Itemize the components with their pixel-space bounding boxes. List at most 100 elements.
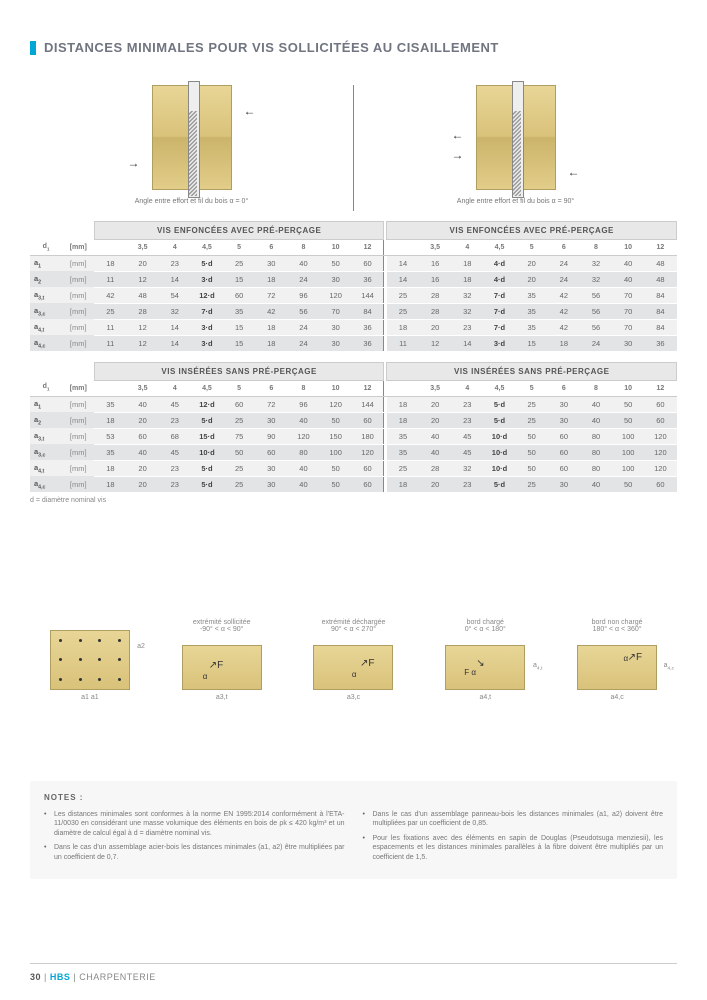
- row-unit: [mm]: [62, 444, 94, 460]
- col-header: 4: [451, 240, 483, 256]
- col-header: 8: [287, 380, 319, 396]
- cell: 50: [516, 428, 548, 444]
- cell: 18: [387, 476, 419, 492]
- cell: 50: [516, 444, 548, 460]
- cell: 5·d: [483, 396, 515, 412]
- cell: 5·d: [483, 412, 515, 428]
- col-header: 6: [255, 240, 287, 256]
- row-unit: [mm]: [62, 428, 94, 444]
- cell: 18: [255, 271, 287, 287]
- cell: 40: [287, 476, 319, 492]
- col-header: 12: [644, 240, 676, 256]
- spacing-block: ↘ F α a4,t: [445, 645, 525, 690]
- section-header-right: VIS INSÉRÉES SANS PRÉ-PERÇAGE: [387, 362, 677, 380]
- cell: 120: [320, 287, 352, 303]
- top-diagrams: → ← Angle entre effort et fil du bois α …: [30, 85, 677, 211]
- cell: 40: [287, 255, 319, 271]
- col-header: 4,5: [483, 240, 515, 256]
- cell: 11: [94, 271, 126, 287]
- cell: 7·d: [483, 303, 515, 319]
- footer-product: CHARPENTERIE: [79, 972, 156, 982]
- section-header-right: VIS ENFONCÉES AVEC PRÉ-PERÇAGE: [387, 222, 677, 240]
- spacing-block: ↗F α: [182, 645, 262, 690]
- cell: 14: [159, 271, 191, 287]
- cell: 30: [255, 412, 287, 428]
- cell: 40: [419, 428, 451, 444]
- cell: 7·d: [483, 287, 515, 303]
- cell: 32: [451, 287, 483, 303]
- cell: 50: [516, 460, 548, 476]
- cell: 24: [548, 255, 580, 271]
- spacing-a4c: bord non chargé 180° < α < 360° ↗F α a4,…: [557, 619, 677, 701]
- cell: 40: [580, 396, 612, 412]
- cell: 18: [387, 396, 419, 412]
- table-row: a2[mm]1112143·d15182430361416184·d202432…: [30, 271, 677, 287]
- col-d1: d1: [30, 380, 62, 396]
- cell: 18: [255, 319, 287, 335]
- cell: 14: [159, 319, 191, 335]
- cell: 4·d: [483, 255, 515, 271]
- cell: 84: [644, 287, 676, 303]
- cell: 20: [516, 271, 548, 287]
- wood-block-left: → ←: [152, 85, 232, 190]
- cell: 18: [94, 460, 126, 476]
- cell: 10·d: [483, 444, 515, 460]
- spacing-a3c: extrémité déchargée 90° < α < 270° ↗F α …: [294, 619, 414, 701]
- spacing-a3t: extrémité sollicitée -90° < α < 90° ↗F α…: [162, 619, 282, 701]
- cell: 3·d: [483, 335, 515, 351]
- cell: 24: [287, 335, 319, 351]
- row-label: a2: [30, 412, 62, 428]
- cell: 30: [548, 396, 580, 412]
- cell: 50: [320, 476, 352, 492]
- cell: 60: [352, 255, 384, 271]
- cell: 60: [548, 428, 580, 444]
- cell: 11: [94, 319, 126, 335]
- row-label: a1: [30, 255, 62, 271]
- table-row: a4,t[mm]1112143·d15182430361820237·d3542…: [30, 319, 677, 335]
- cell: 40: [127, 444, 159, 460]
- row-unit: [mm]: [62, 335, 94, 351]
- cell: 84: [644, 303, 676, 319]
- cell: 18: [548, 335, 580, 351]
- notes-title: NOTES :: [44, 793, 663, 802]
- cell: 23: [159, 255, 191, 271]
- cell: 68: [159, 428, 191, 444]
- table-row: a4,c[mm]1820235·d25304050601820235·d2530…: [30, 476, 677, 492]
- cell: 70: [612, 303, 644, 319]
- row-unit: [mm]: [62, 412, 94, 428]
- col-header: 3,5: [127, 240, 159, 256]
- col-header: 8: [580, 240, 612, 256]
- table-row: a3,c[mm]2528327·d35425670842528327·d3542…: [30, 303, 677, 319]
- cell: 100: [612, 428, 644, 444]
- cell: 20: [419, 319, 451, 335]
- cell: 70: [612, 287, 644, 303]
- diagram-alpha-90: ← → ← Angle entre effort et fil du bois …: [354, 85, 677, 211]
- section-header-left: VIS ENFONCÉES AVEC PRÉ-PERÇAGE: [94, 222, 384, 240]
- cell: 70: [320, 303, 352, 319]
- cell: 50: [223, 444, 255, 460]
- cell: 10·d: [191, 444, 223, 460]
- cell: 54: [159, 287, 191, 303]
- cell: 18: [451, 255, 483, 271]
- cell: 15·d: [191, 428, 223, 444]
- page-title-row: DISTANCES MINIMALES POUR VIS SOLLICITÉES…: [30, 40, 677, 55]
- cell: 20: [516, 255, 548, 271]
- col-unit: [mm]: [62, 240, 94, 256]
- cell: 50: [320, 412, 352, 428]
- row-unit: [mm]: [62, 476, 94, 492]
- col-header: 3,5: [419, 240, 451, 256]
- cell: 40: [287, 412, 319, 428]
- row-unit: [mm]: [62, 271, 94, 287]
- cell: 50: [320, 255, 352, 271]
- cell: 56: [580, 303, 612, 319]
- spacing-block: ↗F α: [313, 645, 393, 690]
- cell: 40: [612, 255, 644, 271]
- cell: 84: [644, 319, 676, 335]
- cell: 16: [419, 271, 451, 287]
- footer-rule: [30, 963, 677, 964]
- cell: 120: [644, 428, 676, 444]
- cell: 60: [548, 444, 580, 460]
- page-footer: 30 | HBS | CHARPENTERIE: [30, 972, 156, 982]
- cell: 50: [320, 460, 352, 476]
- cell: 45: [159, 444, 191, 460]
